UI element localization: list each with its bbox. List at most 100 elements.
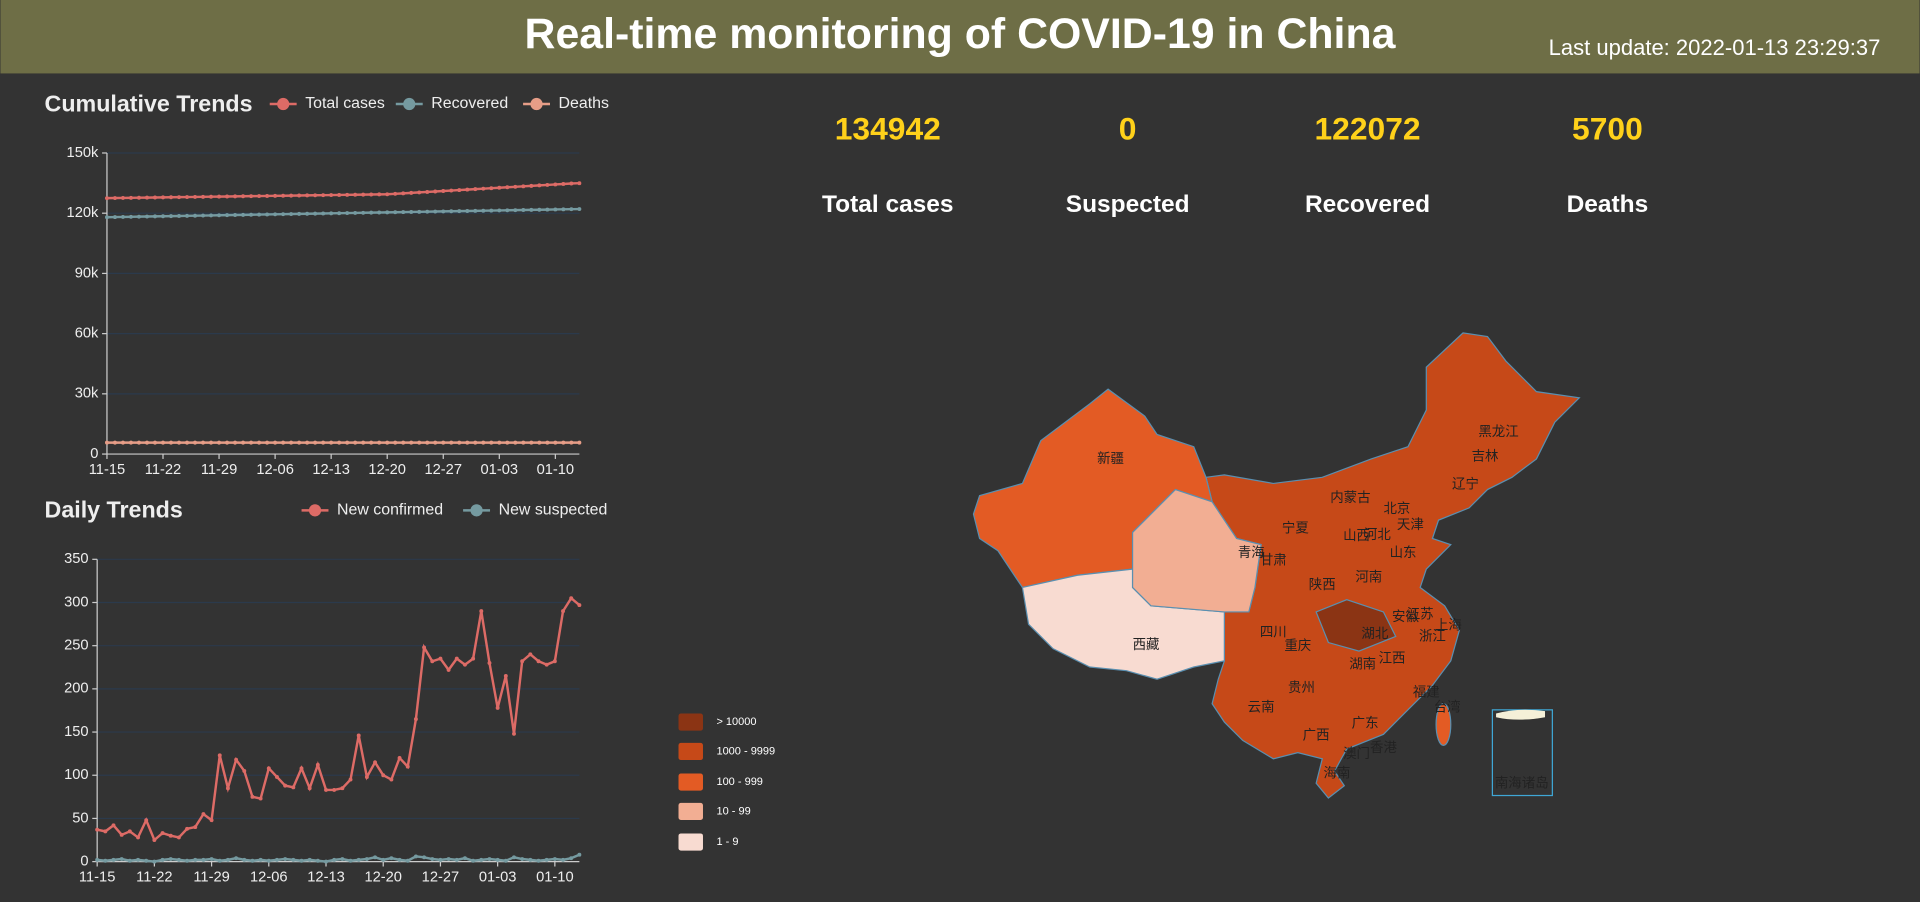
data-point (479, 857, 484, 862)
data-point (152, 838, 157, 842)
data-point (185, 826, 190, 831)
province-label: 四川 (1260, 626, 1287, 641)
data-point (233, 440, 238, 445)
data-point (209, 857, 214, 861)
data-point (393, 440, 398, 445)
data-point (495, 705, 500, 710)
data-point (234, 856, 239, 861)
data-point (201, 812, 206, 817)
data-point (299, 858, 304, 863)
y-tick-label: 50 (72, 810, 88, 826)
data-point (569, 596, 574, 601)
x-tick-label: 11-15 (79, 869, 115, 885)
data-point (201, 857, 206, 862)
x-tick-label: 11-29 (201, 462, 237, 478)
data-point (233, 194, 238, 199)
province-label: 福建 (1413, 685, 1440, 701)
data-point (340, 857, 345, 861)
data-point (361, 440, 366, 445)
data-point (104, 215, 109, 220)
data-point (361, 210, 366, 215)
legend-swatch (678, 742, 703, 761)
data-point (321, 211, 326, 216)
province-label: 山东 (1390, 545, 1417, 561)
data-point (544, 857, 549, 862)
data-point (177, 195, 181, 200)
data-point (234, 757, 239, 762)
data-point (145, 214, 149, 219)
province-label: 宁夏 (1282, 520, 1309, 537)
data-point (104, 440, 109, 445)
x-tick-label: 11-15 (89, 462, 125, 478)
data-point (225, 213, 230, 218)
legend-label: 10 - 99 (716, 805, 750, 817)
data-point (113, 440, 117, 445)
data-point (289, 440, 294, 445)
y-tick-label: 150k (67, 145, 99, 161)
data-point (265, 193, 270, 198)
data-point (377, 440, 382, 445)
stat-value: 5700 (1572, 110, 1643, 146)
chart-title: Cumulative Trends (45, 90, 253, 116)
data-point (145, 440, 149, 445)
stat-value: 134942 (835, 110, 941, 146)
data-point (356, 857, 361, 862)
data-point (497, 208, 502, 213)
x-tick-label: 12-27 (422, 869, 460, 885)
data-point (315, 762, 320, 767)
data-point (348, 777, 353, 782)
data-point (225, 440, 230, 445)
data-point (121, 440, 125, 445)
legend-swatch (678, 773, 703, 791)
data-point (337, 211, 342, 216)
y-tick-label: 0 (80, 853, 88, 869)
y-tick-label: 200 (64, 681, 88, 697)
data-point (281, 193, 286, 198)
province-label: 台湾 (1434, 698, 1461, 715)
data-point (364, 857, 369, 861)
map-region (1205, 332, 1581, 799)
data-point (257, 440, 262, 445)
data-point (417, 190, 422, 195)
province-label: 广西 (1303, 728, 1330, 744)
data-point (281, 212, 286, 217)
data-point (137, 440, 141, 445)
data-point (413, 717, 418, 722)
legend-label: 1000 - 9999 (716, 745, 775, 757)
data-point (489, 208, 494, 213)
data-point (217, 440, 222, 445)
data-point (161, 195, 165, 200)
data-point (242, 768, 247, 773)
data-point (332, 857, 337, 862)
data-point (397, 756, 402, 760)
data-point (119, 832, 124, 837)
data-point (201, 213, 205, 218)
province-label: 香港 (1370, 740, 1397, 756)
x-tick-label: 12-20 (368, 462, 406, 478)
data-point (577, 207, 582, 211)
data-point (283, 783, 288, 788)
data-point (177, 214, 181, 218)
data-point (185, 213, 189, 218)
x-tick-label: 01-03 (481, 462, 519, 478)
data-point (345, 211, 350, 216)
data-point (438, 857, 443, 862)
legend-label: 1 - 9 (716, 836, 738, 848)
data-point (168, 833, 173, 838)
data-point (185, 195, 189, 200)
data-point (369, 210, 374, 215)
data-point (487, 857, 492, 861)
data-point (113, 215, 117, 220)
data-point (401, 440, 406, 445)
data-point (487, 661, 492, 665)
y-tick-label: 0 (90, 446, 98, 462)
data-point (176, 835, 181, 840)
data-point (177, 440, 181, 445)
data-point (152, 859, 157, 864)
data-point (528, 652, 533, 657)
data-point (465, 187, 470, 192)
data-point (345, 192, 350, 197)
data-point (329, 440, 334, 445)
data-point (305, 211, 310, 216)
